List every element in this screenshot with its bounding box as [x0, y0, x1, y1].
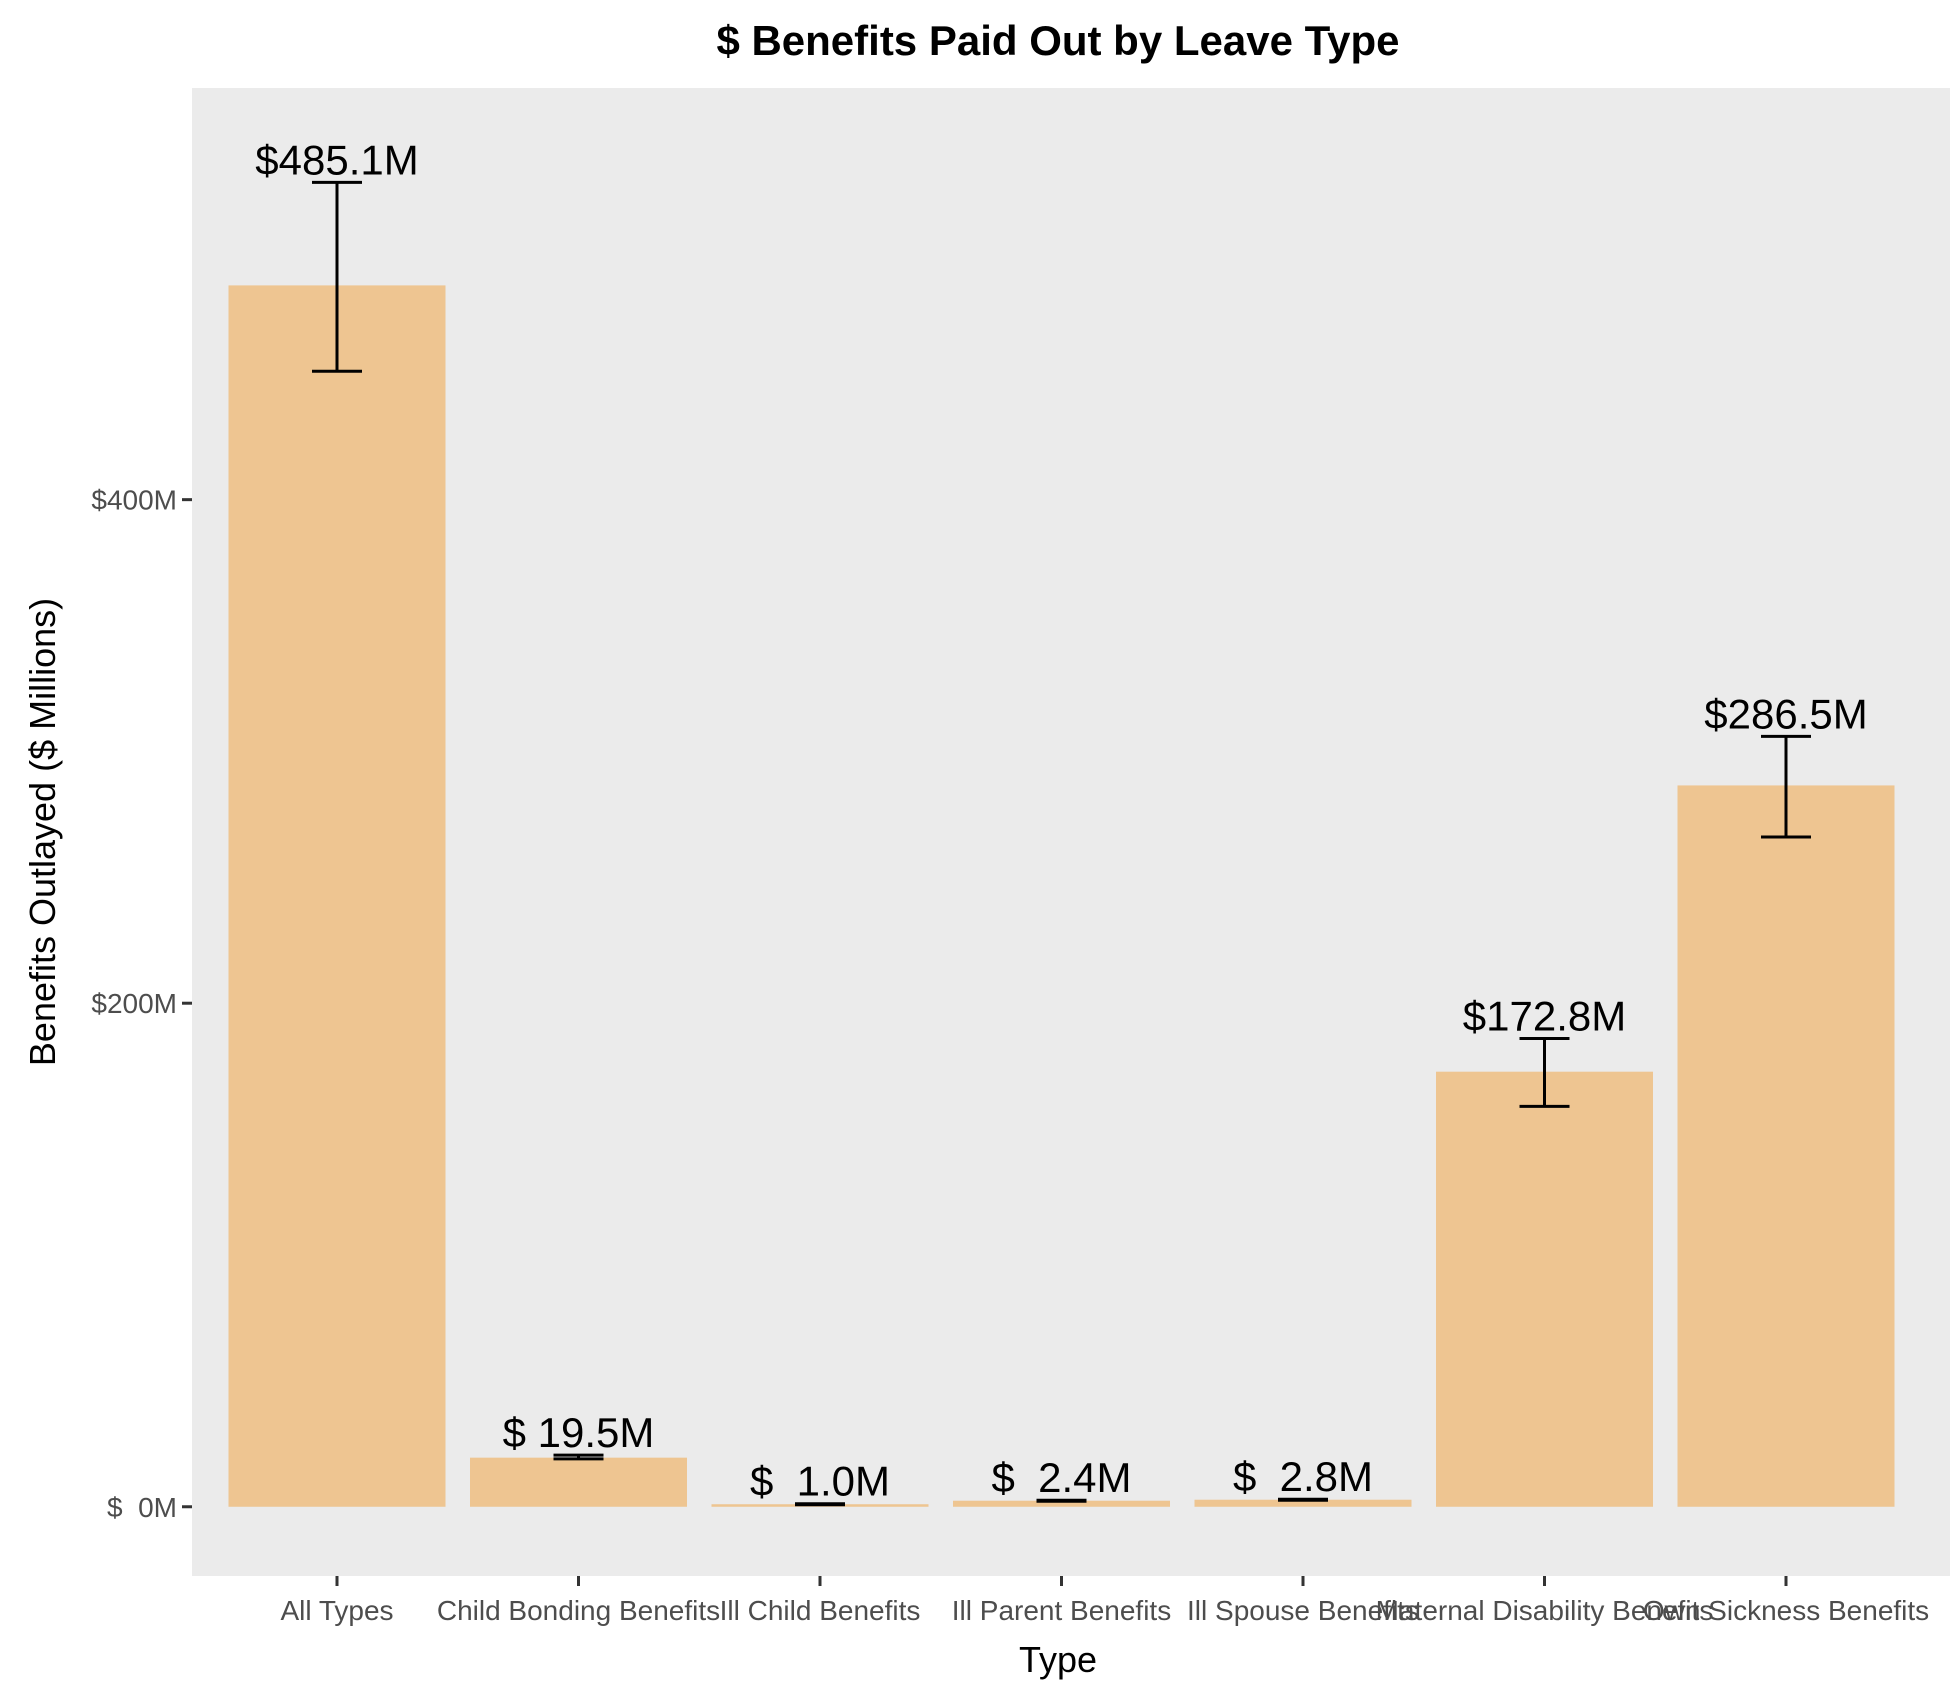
y-tick-label: $400M	[91, 485, 177, 516]
x-tick-label: Ill Spouse Benefits	[1187, 1595, 1419, 1626]
bar	[1436, 1071, 1653, 1507]
y-tick-label: $200M	[91, 988, 177, 1019]
x-axis-title: Type	[1019, 1639, 1097, 1680]
data-label: $ 2.8M	[1233, 1453, 1373, 1500]
bar	[953, 1500, 1170, 1507]
error-bar	[795, 1502, 845, 1507]
plot-panel	[192, 88, 1950, 1576]
data-label: $ 2.4M	[991, 1454, 1131, 1501]
error-bars-layer	[312, 180, 1811, 1507]
x-tick-label: Maternal Disability Benefits	[1376, 1595, 1714, 1626]
data-label: $286.5M	[1704, 690, 1867, 737]
error-bar	[1519, 1036, 1570, 1108]
data-label: $ 1.0M	[750, 1458, 890, 1505]
error-bar	[553, 1453, 604, 1461]
chart-title: $ Benefits Paid Out by Leave Type	[716, 17, 1399, 64]
error-bar	[312, 180, 362, 373]
y-tick-label: $ 0M	[107, 1492, 177, 1523]
bar	[1194, 1499, 1412, 1507]
data-label: $172.8M	[1463, 992, 1626, 1039]
error-bar	[1761, 734, 1811, 839]
data-label: $ 19.5M	[503, 1409, 655, 1456]
bar	[470, 1457, 687, 1507]
y-axis: $ 0M $200M $400M	[91, 485, 192, 1523]
bar	[228, 285, 446, 1507]
data-labels-layer: $485.1M $ 19.5M $ 1.0M $ 2.4M $ 2.8M $172.8M $…	[255, 136, 1867, 1504]
error-bar	[1278, 1497, 1328, 1502]
x-axis: All Types Child Bonding Benefits Ill Child…	[280, 1576, 1929, 1626]
x-tick-label: Child Bonding Benefits	[437, 1595, 720, 1626]
error-bar	[1036, 1498, 1087, 1503]
bars-layer	[228, 285, 1895, 1507]
x-tick-label: All Types	[280, 1595, 393, 1626]
bar	[1677, 785, 1895, 1507]
x-tick-label: Ill Parent Benefits	[952, 1595, 1171, 1626]
data-label: $485.1M	[255, 136, 418, 183]
x-tick-label: Ill Child Benefits	[720, 1595, 921, 1626]
x-tick-label: Own Sickness Benefits	[1643, 1595, 1929, 1626]
y-axis-title: Benefits Outlayed ($ Millions)	[22, 598, 63, 1066]
